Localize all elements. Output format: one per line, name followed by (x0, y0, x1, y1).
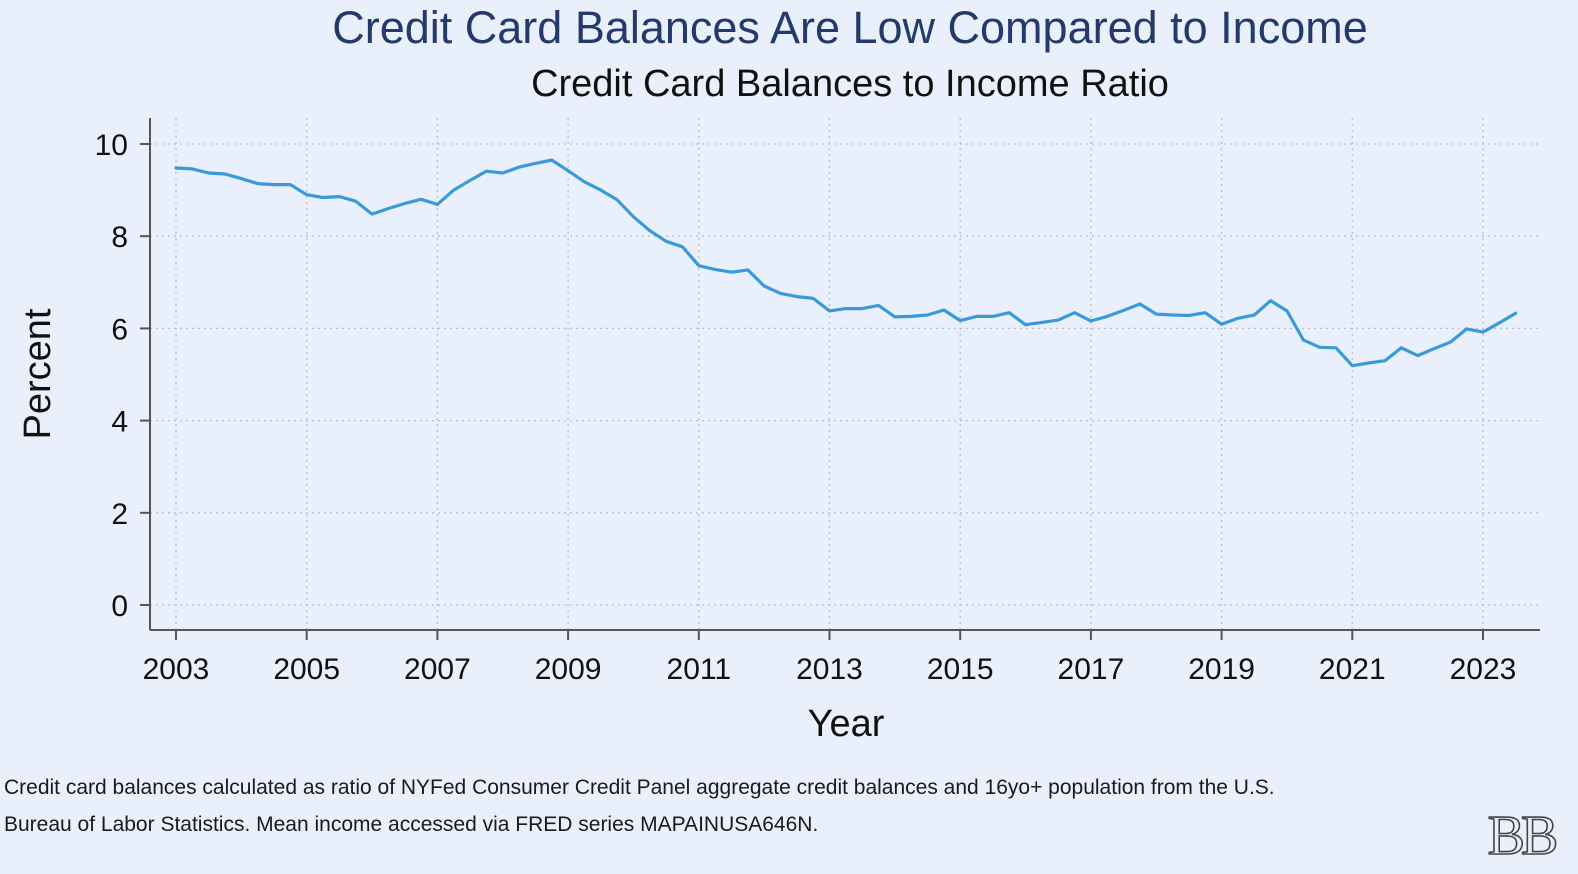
bb-logo-text: BB (1488, 805, 1556, 864)
x-tick-label: 2009 (535, 653, 602, 686)
chart-title: Credit Card Balances Are Low Compared to… (332, 2, 1368, 53)
tick-marks-and-labels: 0 2 4 6 8 10 2003 2005 2007 2009 2011 2013 2015 2017 2… (95, 129, 1517, 686)
x-tick-label: 2019 (1188, 653, 1255, 686)
y-tick-label: 6 (111, 313, 128, 346)
x-tick-label: 2003 (143, 653, 210, 686)
x-tick-label: 2011 (667, 653, 732, 686)
x-axis-title: Year (808, 703, 885, 745)
series-layer (174, 158, 1518, 368)
y-tick-label: 2 (111, 498, 128, 531)
series-line (174, 158, 1518, 368)
x-tick-label: 2005 (273, 653, 340, 686)
grid-lines (150, 118, 1540, 630)
x-tick-label: 2017 (1058, 653, 1125, 686)
bb-logo: BB (1487, 804, 1561, 864)
y-tick-label: 10 (95, 129, 128, 162)
x-tick-label: 2007 (404, 653, 471, 686)
y-tick-label: 0 (111, 590, 128, 623)
x-tick-label: 2015 (927, 653, 994, 686)
axes (149, 118, 1540, 631)
footnote-line-2: Bureau of Labor Statistics. Mean income … (4, 813, 819, 836)
chart-subtitle: Credit Card Balances to Income Ratio (531, 63, 1169, 105)
x-tick-label: 2021 (1319, 653, 1386, 686)
x-tick-label: 2023 (1450, 653, 1517, 686)
y-axis-title: Percent (17, 308, 59, 439)
footnote-line-1: Credit card balances calculated as ratio… (4, 776, 1275, 799)
y-tick-label: 4 (111, 406, 128, 439)
x-tick-label: 2013 (796, 653, 863, 686)
y-tick-label: 8 (111, 221, 128, 254)
